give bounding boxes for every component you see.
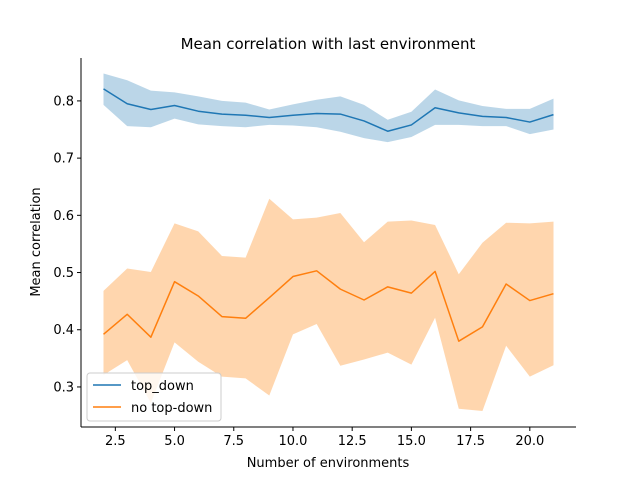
legend-label-no-top-down: no top-down xyxy=(131,401,212,416)
y-tick-label: 0.3 xyxy=(53,380,74,395)
y-ticks: 0.3 0.4 0.5 0.6 0.7 0.8 xyxy=(53,94,81,395)
y-tick-label: 0.8 xyxy=(53,94,74,109)
confidence-bands xyxy=(103,73,554,411)
x-ticks: 2.5 5.0 7.5 10.0 12.5 15.0 17.5 20.0 xyxy=(105,427,544,449)
series-line-no-top-down xyxy=(103,270,554,342)
x-tick-label: 17.5 xyxy=(456,434,485,449)
x-tick-label: 12.5 xyxy=(338,434,367,449)
axes xyxy=(80,58,576,428)
series-lines xyxy=(103,88,554,342)
x-tick-label: 15.0 xyxy=(397,434,426,449)
x-tick-label: 7.5 xyxy=(223,434,244,449)
x-axis-label: Number of environments xyxy=(247,456,410,471)
x-tick-label: 10.0 xyxy=(278,434,307,449)
legend: top_down no top-down xyxy=(86,372,222,422)
y-tick-label: 0.4 xyxy=(53,323,74,338)
y-tick-label: 0.7 xyxy=(53,152,74,167)
x-tick-label: 20.0 xyxy=(515,434,544,449)
y-tick-label: 0.6 xyxy=(53,209,74,224)
chart-title: Mean correlation with last environment xyxy=(181,35,476,53)
legend-label-top-down: top_down xyxy=(131,379,194,394)
band-top-down xyxy=(103,73,554,143)
x-tick-label: 5.0 xyxy=(164,434,185,449)
x-tick-label: 2.5 xyxy=(105,434,126,449)
y-tick-label: 0.5 xyxy=(53,266,74,281)
band-no-top-down xyxy=(103,198,554,411)
series-line-top-down xyxy=(103,88,554,132)
y-axis-label: Mean correlation xyxy=(29,187,44,296)
